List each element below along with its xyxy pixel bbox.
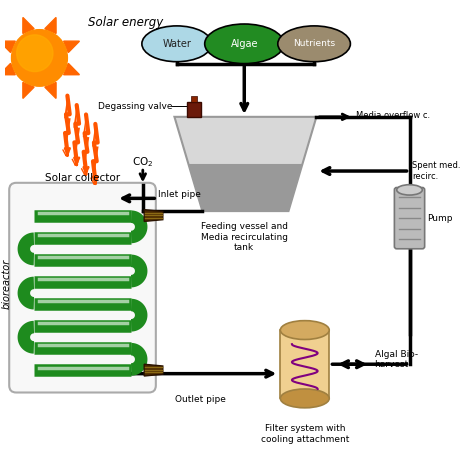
Text: Inlet pipe: Inlet pipe xyxy=(158,190,201,199)
Ellipse shape xyxy=(397,185,422,195)
Ellipse shape xyxy=(278,26,350,62)
Polygon shape xyxy=(189,164,302,211)
Polygon shape xyxy=(280,330,329,398)
Text: Water: Water xyxy=(162,39,191,49)
Text: Feeding vessel and
Media recirculating
tank: Feeding vessel and Media recirculating t… xyxy=(201,222,288,252)
Polygon shape xyxy=(45,18,56,34)
Text: Degassing valve: Degassing valve xyxy=(98,101,172,110)
Text: bioreactor: bioreactor xyxy=(2,259,12,309)
Text: Solar collector: Solar collector xyxy=(45,173,120,183)
Polygon shape xyxy=(83,115,89,171)
Polygon shape xyxy=(0,64,15,75)
Text: Media overflow c.: Media overflow c. xyxy=(356,111,430,120)
Polygon shape xyxy=(144,210,163,221)
Polygon shape xyxy=(23,82,34,99)
Polygon shape xyxy=(73,105,80,162)
Polygon shape xyxy=(64,96,71,152)
Text: Solar energy: Solar energy xyxy=(88,16,164,29)
Polygon shape xyxy=(45,82,56,99)
Ellipse shape xyxy=(142,26,212,62)
Text: Algal Bio-
harvest: Algal Bio- harvest xyxy=(374,350,418,369)
Polygon shape xyxy=(64,41,80,53)
Circle shape xyxy=(17,35,53,72)
FancyBboxPatch shape xyxy=(188,102,201,117)
Text: Pump: Pump xyxy=(427,214,453,223)
Ellipse shape xyxy=(205,24,284,64)
Polygon shape xyxy=(191,96,197,102)
Text: Filter system with
cooling attachment: Filter system with cooling attachment xyxy=(261,424,349,444)
Text: Nutrients: Nutrients xyxy=(293,39,335,48)
Polygon shape xyxy=(0,41,15,53)
Ellipse shape xyxy=(280,320,329,339)
FancyBboxPatch shape xyxy=(394,188,425,249)
Circle shape xyxy=(11,30,67,86)
Text: Spent med.
recirc.: Spent med. recirc. xyxy=(412,161,460,181)
Polygon shape xyxy=(23,18,34,34)
FancyBboxPatch shape xyxy=(9,183,156,392)
Text: Algae: Algae xyxy=(230,39,258,49)
Text: Outlet pipe: Outlet pipe xyxy=(174,395,226,404)
Polygon shape xyxy=(144,364,163,376)
Polygon shape xyxy=(64,64,80,75)
Polygon shape xyxy=(174,117,317,211)
Text: CO$_2$: CO$_2$ xyxy=(132,155,154,168)
Polygon shape xyxy=(92,124,99,181)
Ellipse shape xyxy=(280,389,329,408)
